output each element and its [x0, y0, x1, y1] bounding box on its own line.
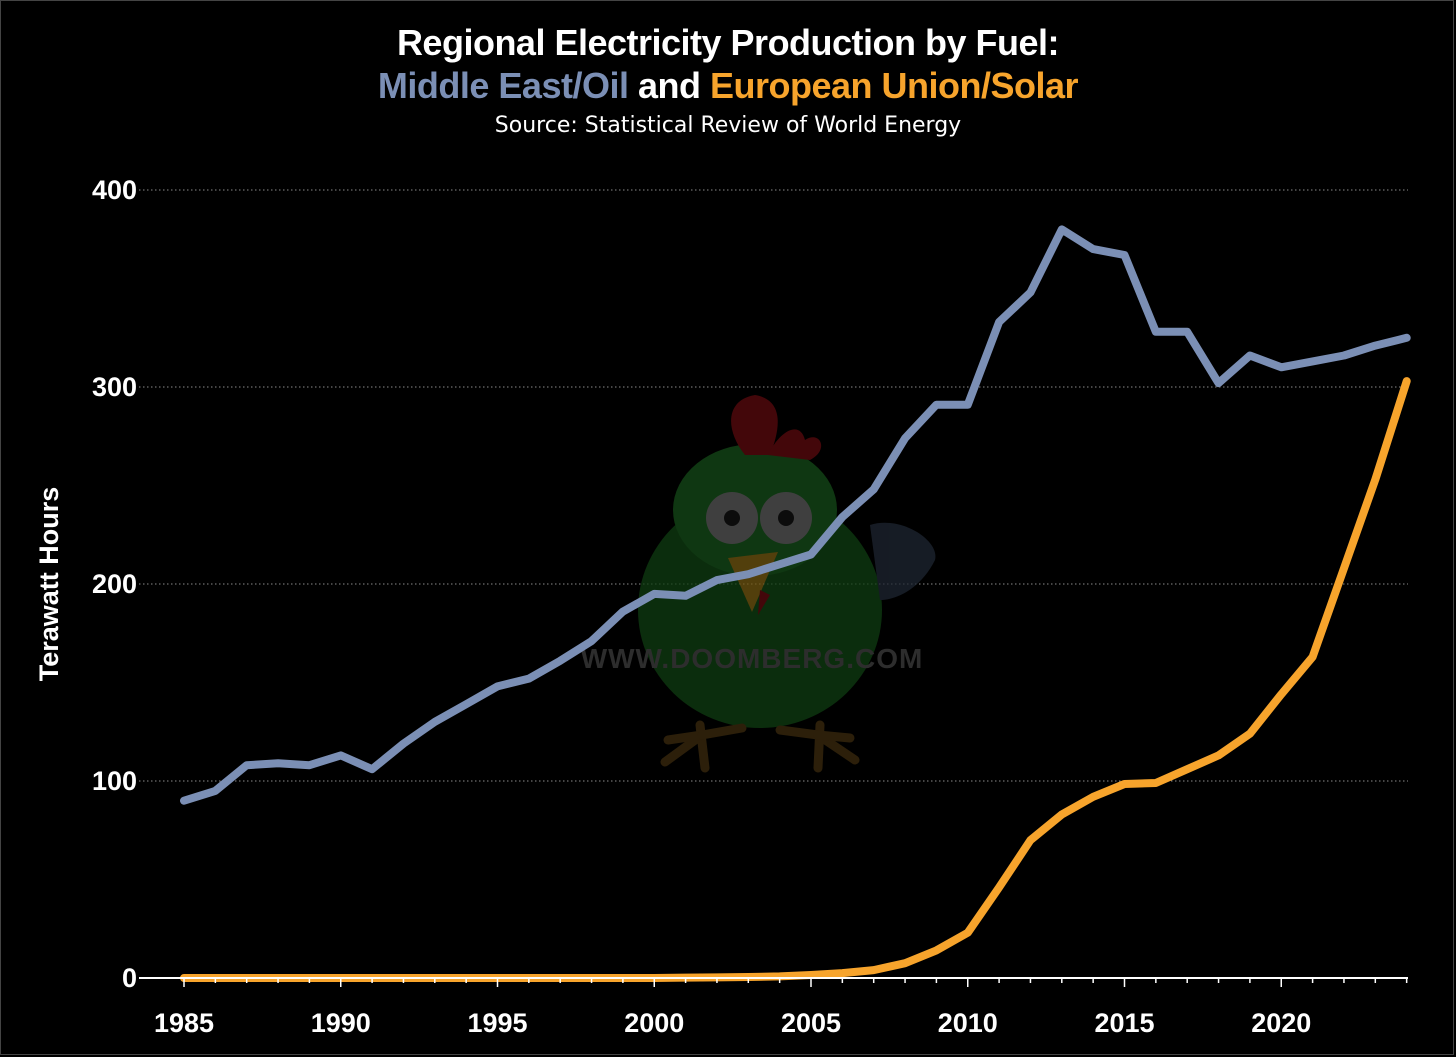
chart-source: Source: Statistical Review of World Ener…: [494, 113, 962, 138]
y-tick-100: 100: [92, 766, 137, 796]
x-tick-1985: 1985: [154, 1008, 214, 1038]
title-and-word: and: [637, 65, 701, 106]
y-tick-400: 400: [92, 175, 137, 205]
x-tick-2010: 2010: [938, 1008, 998, 1038]
chart-header: Regional Electricity Production by Fuel:…: [0, 22, 1456, 144]
y-axis-label: Terawatt Hours: [34, 487, 64, 682]
series1-title-label: Middle East/Oil: [377, 65, 629, 106]
x-tick-2000: 2000: [624, 1008, 684, 1038]
chart-title: Regional Electricity Production by Fuel:: [396, 22, 1060, 63]
y-tick-0: 0: [122, 963, 137, 993]
x-tick-labels: 1985 1990 1995 2000 2005 2010 2015 2020: [154, 1008, 1311, 1038]
x-tick-2020: 2020: [1251, 1008, 1311, 1038]
x-tick-1990: 1990: [311, 1008, 371, 1038]
y-tick-labels: 0 100 200 300 400: [92, 175, 137, 993]
x-tick-2005: 2005: [781, 1008, 841, 1038]
y-tick-300: 300: [92, 372, 137, 402]
axes: [139, 977, 1408, 987]
x-tick-2015: 2015: [1094, 1008, 1154, 1038]
x-tick-1995: 1995: [467, 1008, 527, 1038]
watermark-text: WWW.DOOMBERG.COM: [581, 643, 924, 674]
rooster-watermark-icon: WWW.DOOMBERG.COM: [581, 395, 936, 773]
series-line-1: [180, 225, 1411, 805]
y-tick-200: 200: [92, 569, 137, 599]
chart-title-series-line: Middle East/Oil and European Union/Solar: [0, 64, 1456, 108]
grid-lines: [139, 189, 1408, 782]
series2-title-label: European Union/Solar: [710, 65, 1079, 106]
